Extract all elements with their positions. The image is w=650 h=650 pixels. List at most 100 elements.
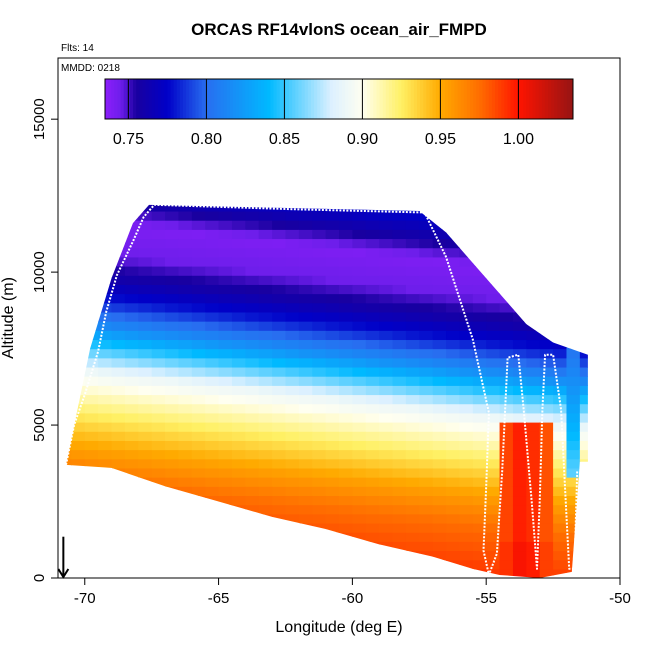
heatmap-cell (245, 467, 260, 478)
heatmap-cell (419, 256, 434, 267)
heatmap-cell (512, 256, 527, 267)
heatmap-cell (258, 385, 273, 396)
heatmap-cell (472, 284, 487, 295)
colorbar-swatch (248, 79, 253, 119)
heatmap-cell (258, 522, 273, 533)
heatmap-cell (178, 357, 193, 368)
heatmap-cell (392, 477, 407, 487)
chart-title: ORCAS RF14vlonS ocean_air_FMPD (191, 20, 487, 39)
heatmap-cell (365, 330, 380, 341)
heatmap-cell (432, 458, 447, 469)
colorbar-swatch (242, 79, 246, 119)
heatmap-cell (178, 486, 193, 497)
colorbar-swatch (560, 79, 565, 119)
heatmap-cell (258, 330, 273, 341)
heatmap-cell (205, 559, 220, 570)
heatmap-cell (365, 247, 380, 258)
heatmap-cell (459, 193, 473, 203)
heatmap-cell (405, 504, 420, 515)
heatmap-cell (84, 311, 99, 322)
heatmap-cell (84, 440, 99, 451)
heatmap-cell (579, 513, 588, 524)
heatmap-cell (352, 477, 367, 487)
heatmap-cell (379, 559, 394, 570)
heatmap-cell (526, 330, 541, 341)
heatmap-cell (405, 477, 420, 487)
x-axis: -70 -65 -60 -55 -50 (74, 578, 631, 607)
heatmap-cell (553, 376, 568, 386)
colorbar-swatch (363, 79, 368, 119)
heatmap-cell (124, 449, 139, 460)
heatmap-cell (111, 513, 126, 524)
heatmap-cell (191, 210, 206, 221)
heatmap-cell (205, 422, 220, 432)
heatmap-cell (512, 504, 527, 515)
heatmap-cell (151, 403, 166, 414)
heatmap-cell (365, 541, 380, 552)
heatmap-cell (98, 256, 113, 267)
colorbar-swatch (339, 79, 343, 119)
colorbar-swatch (448, 79, 452, 119)
heatmap-cell (379, 357, 394, 368)
heatmap-cell (191, 394, 206, 405)
colorbar-swatch (285, 79, 290, 119)
heatmap-cell (124, 229, 139, 240)
heatmap-cell (245, 311, 260, 322)
heatmap-cell (285, 247, 300, 258)
heatmap-cell (365, 357, 380, 368)
heatmap-cell (379, 210, 394, 221)
heatmap-cell (339, 550, 353, 561)
heatmap-cell (379, 238, 394, 249)
heatmap-cell (579, 568, 588, 578)
heatmap-cell (325, 284, 340, 295)
heatmap-cell (446, 293, 461, 304)
heatmap-cell (553, 321, 568, 331)
heatmap-cell (432, 357, 447, 368)
heatmap-cell (339, 366, 353, 377)
heatmap-cell (298, 330, 313, 341)
heatmap-cell (124, 412, 139, 423)
heatmap-cell (312, 376, 327, 386)
heatmap-cell (71, 266, 86, 276)
heatmap-cell (191, 247, 206, 258)
heatmap-cell (339, 357, 353, 368)
x-tick-label: -70 (74, 590, 96, 607)
heatmap-cell (432, 422, 447, 432)
heatmap-cell (539, 422, 554, 432)
heatmap-cell (539, 458, 554, 469)
heatmap-cell (579, 204, 588, 212)
heatmap-cell (124, 559, 139, 570)
heatmap-cell (151, 229, 166, 240)
heatmap-cell (392, 339, 407, 350)
heatmap-cell (66, 486, 72, 497)
heatmap-cell (205, 256, 220, 267)
heatmap-cell (66, 210, 72, 221)
arrow-head (57, 568, 70, 579)
heatmap-cell (446, 550, 461, 561)
y-tick-label: 15000 (31, 98, 48, 140)
heatmap-cell (526, 477, 541, 487)
heatmap-cell (111, 559, 126, 570)
heatmap-cell (446, 532, 461, 542)
heatmap-cell (272, 532, 287, 542)
heatmap-cell (152, 193, 166, 203)
heatmap-cell (339, 522, 353, 533)
heatmap-cell (258, 238, 273, 249)
heatmap-cell (526, 559, 541, 570)
heatmap-cell (84, 513, 99, 524)
heatmap-cell (339, 541, 353, 552)
heatmap-cell (138, 403, 153, 414)
heatmap-cell (392, 449, 407, 460)
heatmap-cell (205, 504, 220, 515)
heatmap-cell (285, 339, 300, 350)
heatmap-cell (205, 210, 220, 221)
heatmap-cell (499, 513, 514, 524)
heatmap-cell (579, 467, 588, 478)
heatmap-cell (432, 513, 447, 524)
heatmap-cell (486, 348, 501, 359)
heatmap-cell (459, 495, 474, 506)
heatmap-cell (472, 247, 487, 258)
heatmap-cell (98, 495, 113, 506)
heatmap-cell (84, 394, 99, 405)
heatmap-cell (98, 193, 112, 203)
